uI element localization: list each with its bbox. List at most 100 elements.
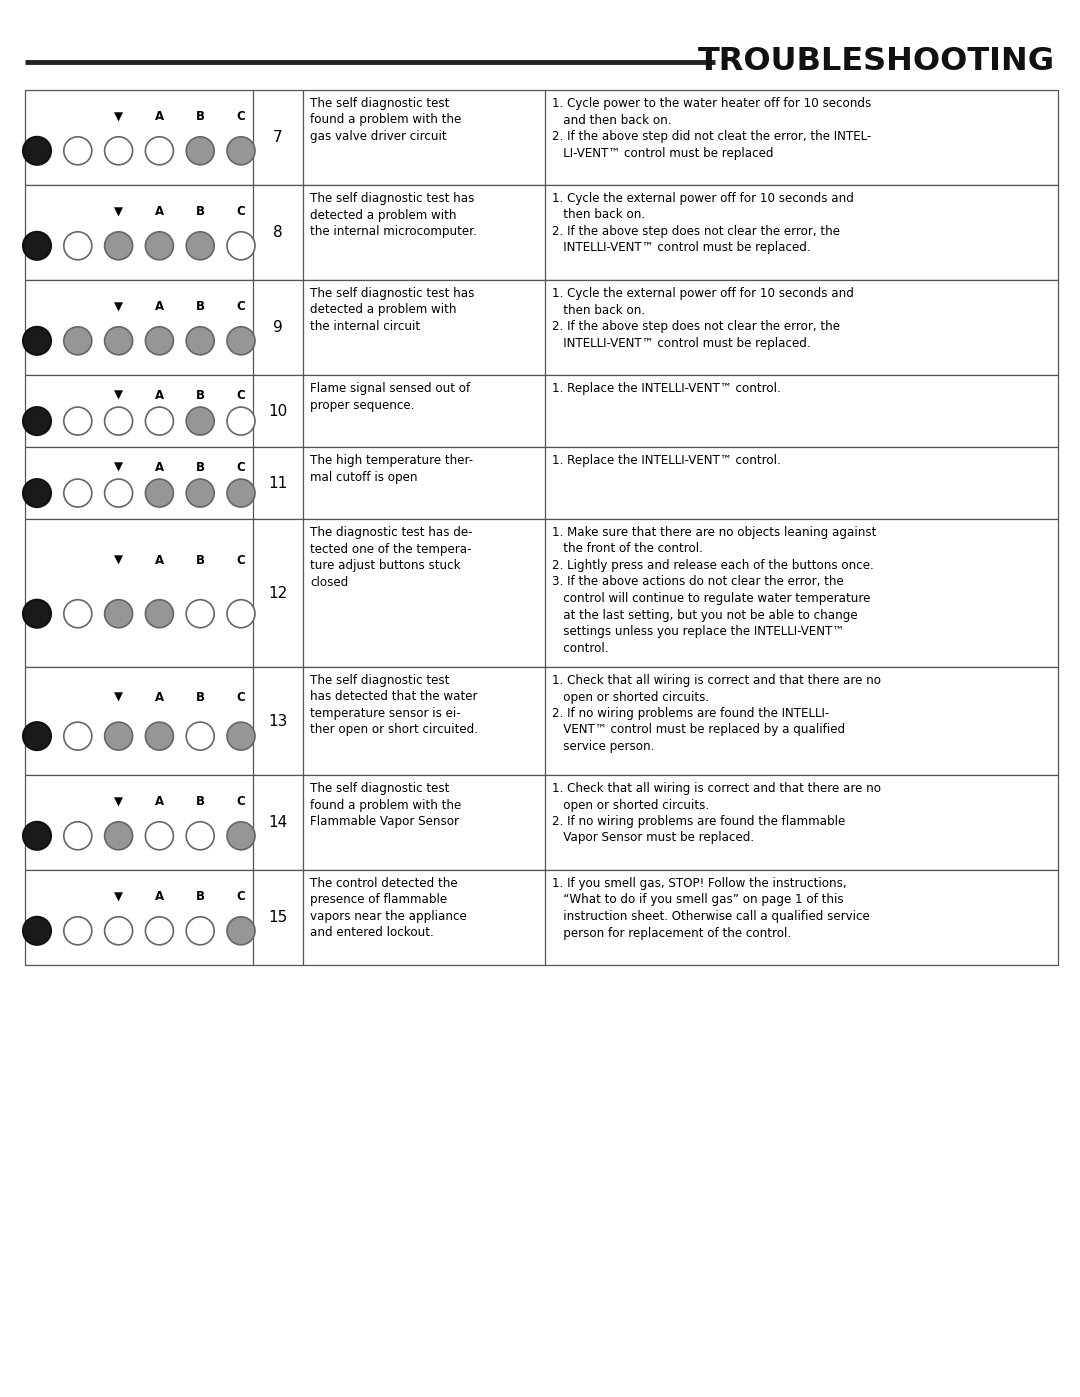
Text: A: A: [154, 555, 164, 567]
Circle shape: [23, 327, 51, 355]
Circle shape: [227, 479, 255, 507]
Text: 9: 9: [273, 320, 283, 335]
Text: The self diagnostic test
found a problem with the
gas valve driver circuit: The self diagnostic test found a problem…: [310, 96, 461, 142]
Circle shape: [64, 722, 92, 750]
Bar: [25, 775, 1058, 870]
Circle shape: [186, 821, 214, 849]
Circle shape: [64, 407, 92, 434]
Text: A: A: [154, 461, 164, 474]
Text: The self diagnostic test
found a problem with the
Flammable Vapor Sensor: The self diagnostic test found a problem…: [310, 782, 461, 828]
Circle shape: [105, 722, 133, 750]
Text: A: A: [154, 110, 164, 123]
Text: ▼: ▼: [114, 110, 123, 123]
Text: 8: 8: [273, 225, 283, 240]
Text: The high temperature ther-
mal cutoff is open: The high temperature ther- mal cutoff is…: [310, 454, 473, 483]
Text: ▼: ▼: [114, 555, 123, 567]
Bar: [25, 666, 1058, 775]
Bar: [25, 870, 1058, 965]
Text: 1. Replace the INTELLI-VENT™ control.: 1. Replace the INTELLI-VENT™ control.: [552, 381, 781, 395]
Text: A: A: [154, 205, 164, 218]
Circle shape: [105, 137, 133, 165]
Text: C: C: [237, 388, 245, 402]
Text: 1. Make sure that there are no objects leaning against
   the front of the contr: 1. Make sure that there are no objects l…: [552, 527, 876, 655]
Text: A: A: [154, 690, 164, 704]
Circle shape: [105, 232, 133, 260]
Circle shape: [64, 327, 92, 355]
Text: The control detected the
presence of flammable
vapors near the appliance
and ent: The control detected the presence of fla…: [310, 877, 467, 940]
Circle shape: [146, 137, 174, 165]
Bar: [25, 447, 1058, 520]
Text: 1. Replace the INTELLI-VENT™ control.: 1. Replace the INTELLI-VENT™ control.: [552, 454, 781, 467]
Circle shape: [64, 232, 92, 260]
Text: C: C: [237, 555, 245, 567]
Circle shape: [186, 599, 214, 627]
Text: C: C: [237, 461, 245, 474]
Text: B: B: [195, 388, 205, 402]
Circle shape: [105, 327, 133, 355]
Bar: [25, 279, 1058, 374]
Circle shape: [146, 916, 174, 944]
Circle shape: [186, 137, 214, 165]
Text: The diagnostic test has de-
tected one of the tempera-
ture adjust buttons stuck: The diagnostic test has de- tected one o…: [310, 527, 473, 588]
Text: 1. Cycle power to the water heater off for 10 seconds
   and then back on.
2. If: 1. Cycle power to the water heater off f…: [552, 96, 872, 159]
Circle shape: [105, 821, 133, 849]
Circle shape: [227, 916, 255, 944]
Text: 15: 15: [268, 909, 287, 925]
Circle shape: [64, 599, 92, 627]
Text: B: B: [195, 690, 205, 704]
Text: 1. Check that all wiring is correct and that there are no
   open or shorted cir: 1. Check that all wiring is correct and …: [552, 673, 881, 753]
Circle shape: [23, 407, 51, 434]
Bar: [25, 520, 1058, 666]
Circle shape: [146, 821, 174, 849]
Text: ▼: ▼: [114, 300, 123, 313]
Text: C: C: [237, 795, 245, 807]
Circle shape: [105, 479, 133, 507]
Circle shape: [227, 407, 255, 434]
Text: C: C: [237, 110, 245, 123]
Text: B: B: [195, 300, 205, 313]
Text: A: A: [154, 388, 164, 402]
Text: 14: 14: [268, 814, 287, 830]
Circle shape: [64, 916, 92, 944]
Text: 11: 11: [268, 475, 287, 490]
Text: 7: 7: [273, 130, 283, 145]
Text: The self diagnostic test
has detected that the water
temperature sensor is ei-
t: The self diagnostic test has detected th…: [310, 673, 478, 736]
Text: C: C: [237, 690, 245, 704]
Bar: [25, 184, 1058, 279]
Circle shape: [186, 479, 214, 507]
Circle shape: [186, 916, 214, 944]
Text: A: A: [154, 300, 164, 313]
Text: A: A: [154, 890, 164, 902]
Circle shape: [186, 232, 214, 260]
Bar: [25, 89, 1058, 184]
Text: B: B: [195, 205, 205, 218]
Text: B: B: [195, 890, 205, 902]
Circle shape: [105, 407, 133, 434]
Text: 1. Cycle the external power off for 10 seconds and
   then back on.
2. If the ab: 1. Cycle the external power off for 10 s…: [552, 286, 854, 349]
Text: C: C: [237, 890, 245, 902]
Circle shape: [23, 722, 51, 750]
Circle shape: [23, 599, 51, 627]
Text: 12: 12: [268, 585, 287, 601]
Text: ▼: ▼: [114, 388, 123, 402]
Text: The self diagnostic test has
detected a problem with
the internal circuit: The self diagnostic test has detected a …: [310, 286, 474, 332]
Text: B: B: [195, 461, 205, 474]
Circle shape: [146, 722, 174, 750]
Circle shape: [105, 599, 133, 627]
Text: ▼: ▼: [114, 690, 123, 704]
Circle shape: [64, 821, 92, 849]
Circle shape: [105, 916, 133, 944]
Circle shape: [227, 137, 255, 165]
Text: ▼: ▼: [114, 890, 123, 902]
Circle shape: [186, 327, 214, 355]
Text: 1. Cycle the external power off for 10 seconds and
   then back on.
2. If the ab: 1. Cycle the external power off for 10 s…: [552, 191, 854, 254]
Bar: [25, 374, 1058, 447]
Circle shape: [227, 327, 255, 355]
Text: C: C: [237, 205, 245, 218]
Circle shape: [23, 821, 51, 849]
Text: B: B: [195, 555, 205, 567]
Circle shape: [23, 232, 51, 260]
Text: B: B: [195, 110, 205, 123]
Circle shape: [227, 722, 255, 750]
Text: ▼: ▼: [114, 461, 123, 474]
